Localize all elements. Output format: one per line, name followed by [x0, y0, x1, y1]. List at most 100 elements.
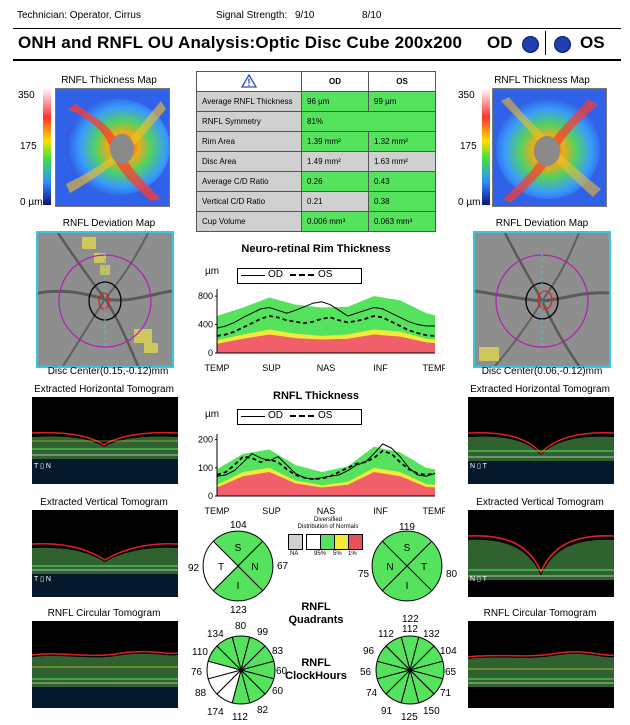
rnfl-chart-y-tick: 0: [208, 491, 213, 501]
metrics-label: Disc Area: [196, 151, 302, 172]
rnfl-chart-y-tick: 200: [198, 435, 213, 445]
rim-chart-ylabel: µm: [205, 266, 220, 277]
od-clock-8: 88: [195, 688, 207, 699]
od-quadrant-letter-i: I: [237, 581, 240, 592]
od-quadrant-s: [212, 530, 264, 567]
od-quadrant-s-value: 104: [230, 520, 247, 531]
od-thickness-map: [55, 88, 170, 207]
rnfl-chart-x-tick: SUP: [262, 506, 281, 516]
rnfl-chart-ylabel: µm: [205, 409, 220, 420]
od-quadrant-t: [202, 540, 239, 592]
os-quadrant-t-value: 80: [446, 569, 458, 580]
metrics-row: RNFL Symmetry 81%: [196, 111, 436, 132]
swatch-yellow: [334, 534, 349, 550]
os-horizontal-tomogram: N ▯ T: [468, 397, 614, 484]
os-dot-icon: [554, 36, 571, 53]
metrics-od-value: 1.39 mm²: [301, 131, 369, 152]
metrics-label: Average C/D Ratio: [196, 171, 302, 192]
os-v-tomogram-orientation-icon: N ▯ T: [470, 576, 487, 583]
rim-chart-x-tick: NAS: [317, 363, 336, 373]
clockhours-label: RNFL ClockHours: [276, 657, 356, 683]
os-clock-4: 71: [440, 688, 452, 699]
rnfl-chart-legend: OD OS: [237, 409, 362, 425]
od-clock-9: 76: [191, 667, 203, 678]
quadrants-label-1: RNFL: [301, 601, 331, 613]
od-quadrant-letter-t: T: [218, 562, 224, 573]
quadrants-label: RNFL Quadrants: [276, 601, 356, 627]
od-quadrant-n: [237, 540, 274, 592]
od-quadrant-i-value: 123: [230, 605, 247, 616]
od-vertical-tomogram: T ▯ N: [32, 510, 178, 597]
od-thickness-map-title: RNFL Thickness Map: [61, 75, 157, 86]
rnfl-legend-od: OD: [268, 410, 283, 421]
od-dot-icon: [522, 36, 539, 53]
metrics-row: Rim Area 1.39 mm² 1.32 mm²: [196, 131, 436, 152]
od-legend-line: [241, 275, 265, 276]
od-clock-1: 99: [257, 627, 269, 638]
os-circular-tomogram: [468, 621, 614, 708]
od-quadrant-t-value: 92: [188, 563, 200, 574]
header-rule-top: [13, 28, 621, 29]
os-color-scale: [482, 88, 490, 205]
os-deviation-title: RNFL Deviation Map: [495, 218, 589, 229]
metrics-os-value: 99 µm: [368, 91, 436, 112]
metrics-os-value: 1.32 mm²: [368, 131, 436, 152]
os-thickness-map-title: RNFL Thickness Map: [494, 75, 590, 86]
rim-chart-title: Neuro-retinal Rim Thickness: [241, 243, 391, 255]
metrics-os-value: 1.63 mm²: [368, 151, 436, 172]
os-clock-11: 112: [378, 629, 394, 640]
os-quadrant-n-value: 75: [358, 569, 370, 580]
os-legend-line: [290, 274, 314, 276]
metrics-symmetry-value: 81%: [301, 111, 436, 132]
swatch-green: [320, 534, 335, 550]
od-deviation-title: RNFL Deviation Map: [62, 218, 156, 229]
metrics-header-row: OD OS: [196, 71, 436, 92]
distribution-title-1: Diversified: [313, 517, 342, 523]
metrics-label: Rim Area: [196, 131, 302, 152]
distribution-legend: Diversified Distribution of Normals: [288, 517, 368, 531]
os-circular-tomogram-title: RNFL Circular Tomogram: [483, 608, 597, 619]
os-quadrant-s-value: 119: [399, 522, 415, 533]
rnfl-legend-os: OS: [318, 410, 333, 421]
os-vertical-tomogram-title: Extracted Vertical Tomogram: [476, 497, 604, 508]
metrics-os-value: 0.063 mm³: [368, 211, 436, 232]
os-clock-9: 56: [360, 667, 372, 678]
os-clock-sector-11: [385, 636, 411, 672]
od-quadrant-letter-s: S: [235, 543, 242, 554]
rim-chart: 0 400 800 TEMP SUP NAS INF TEMP: [198, 289, 445, 373]
eye-divider: [545, 31, 546, 55]
rim-chart-x-tick: TEMP: [204, 363, 229, 373]
signal-od: 9/10: [295, 10, 315, 21]
metrics-od-value: 1.49 mm²: [301, 151, 369, 172]
os-vertical-tomogram: N ▯ T: [468, 510, 614, 597]
rim-chart-x-tick: SUP: [262, 363, 281, 373]
os-quadrant-n: [371, 540, 408, 592]
dist-label-na: NA: [290, 551, 299, 557]
os-h-tomogram-orientation-icon: N ▯ T: [470, 463, 487, 470]
rim-chart-series-os: [216, 315, 436, 337]
rim-legend-os: OS: [318, 269, 333, 280]
quadrants-label-2: Quadrants: [288, 614, 344, 626]
od-h-tomogram-orientation-icon: T ▯ N: [34, 463, 51, 470]
metrics-label: Vertical C/D Ratio: [196, 191, 302, 212]
rnfl-chart-x-tick: TEMP: [204, 506, 229, 516]
od-quadrant-i: [212, 565, 264, 602]
od-horizontal-tomogram-title: Extracted Horizontal Tomogram: [34, 384, 174, 395]
os-clock-7: 91: [381, 706, 393, 717]
os-quadrant-letter-t: T: [421, 562, 427, 573]
od-clock-6: 112: [232, 712, 248, 723]
metrics-header-warning: [196, 71, 302, 92]
os-clock-1: 132: [423, 629, 440, 640]
od-color-scale: [43, 88, 51, 205]
os-quadrants-chart: S T I N: [371, 530, 443, 602]
od-clock-11: 134: [207, 629, 224, 640]
distribution-swatches: [288, 534, 368, 550]
os-quadrant-letter-i: I: [406, 581, 409, 592]
od-scale-top: 350: [18, 90, 35, 101]
distribution-title-2: Distribution of Normals: [297, 524, 359, 530]
metrics-row: Average C/D Ratio 0.26 0.43: [196, 171, 436, 192]
os-quadrant-t: [406, 540, 443, 592]
os-label: OS: [580, 33, 605, 52]
metrics-label: Cup Volume: [196, 211, 302, 232]
os-scale-mid: 175: [460, 141, 477, 152]
